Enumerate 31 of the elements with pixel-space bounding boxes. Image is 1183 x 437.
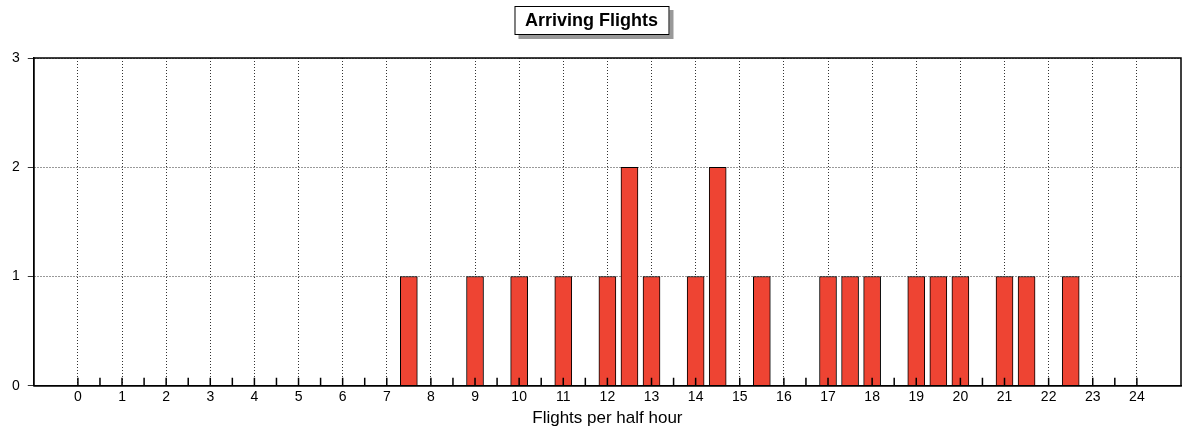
x-tick-label: 1	[118, 388, 127, 405]
x-tick-label: 24	[1129, 388, 1145, 405]
x-tick-label: 17	[820, 388, 837, 405]
y-tick-label: 3	[11, 48, 20, 65]
chart-title: Arriving Flights	[513, 6, 670, 35]
x-tick-label: 2	[162, 388, 171, 405]
x-tick-label: 12	[599, 388, 616, 405]
x-tick-label: 14	[687, 388, 704, 405]
x-tick-label: 10	[511, 388, 528, 405]
x-tick-label: 13	[643, 388, 660, 405]
x-tick-label: 15	[731, 388, 748, 405]
x-tick-label: 7	[382, 388, 391, 405]
x-tick-label: 5	[294, 388, 303, 405]
x-tick-label: 22	[1040, 388, 1057, 405]
x-tick-label: 6	[338, 388, 347, 405]
x-axis-title: Flights per half hour	[532, 408, 683, 428]
y-tick-label: 1	[11, 267, 20, 284]
y-tick-label: 2	[11, 158, 20, 175]
x-tick-label: 8	[427, 388, 435, 405]
y-tick-label: 0	[11, 376, 20, 393]
x-tick-label: 11	[556, 388, 571, 405]
x-tick-label: 20	[952, 388, 969, 405]
x-tick-label: 4	[250, 388, 259, 405]
x-tick-label: 9	[471, 388, 480, 405]
x-tick-label: 21	[996, 388, 1013, 405]
x-tick-label: 23	[1084, 388, 1101, 405]
x-tick-label: 18	[864, 388, 881, 405]
x-tick-label: 19	[908, 388, 925, 405]
x-tick-label: 3	[206, 388, 215, 405]
x-tick-label: 16	[776, 388, 792, 405]
x-tick-label: 0	[74, 388, 83, 405]
